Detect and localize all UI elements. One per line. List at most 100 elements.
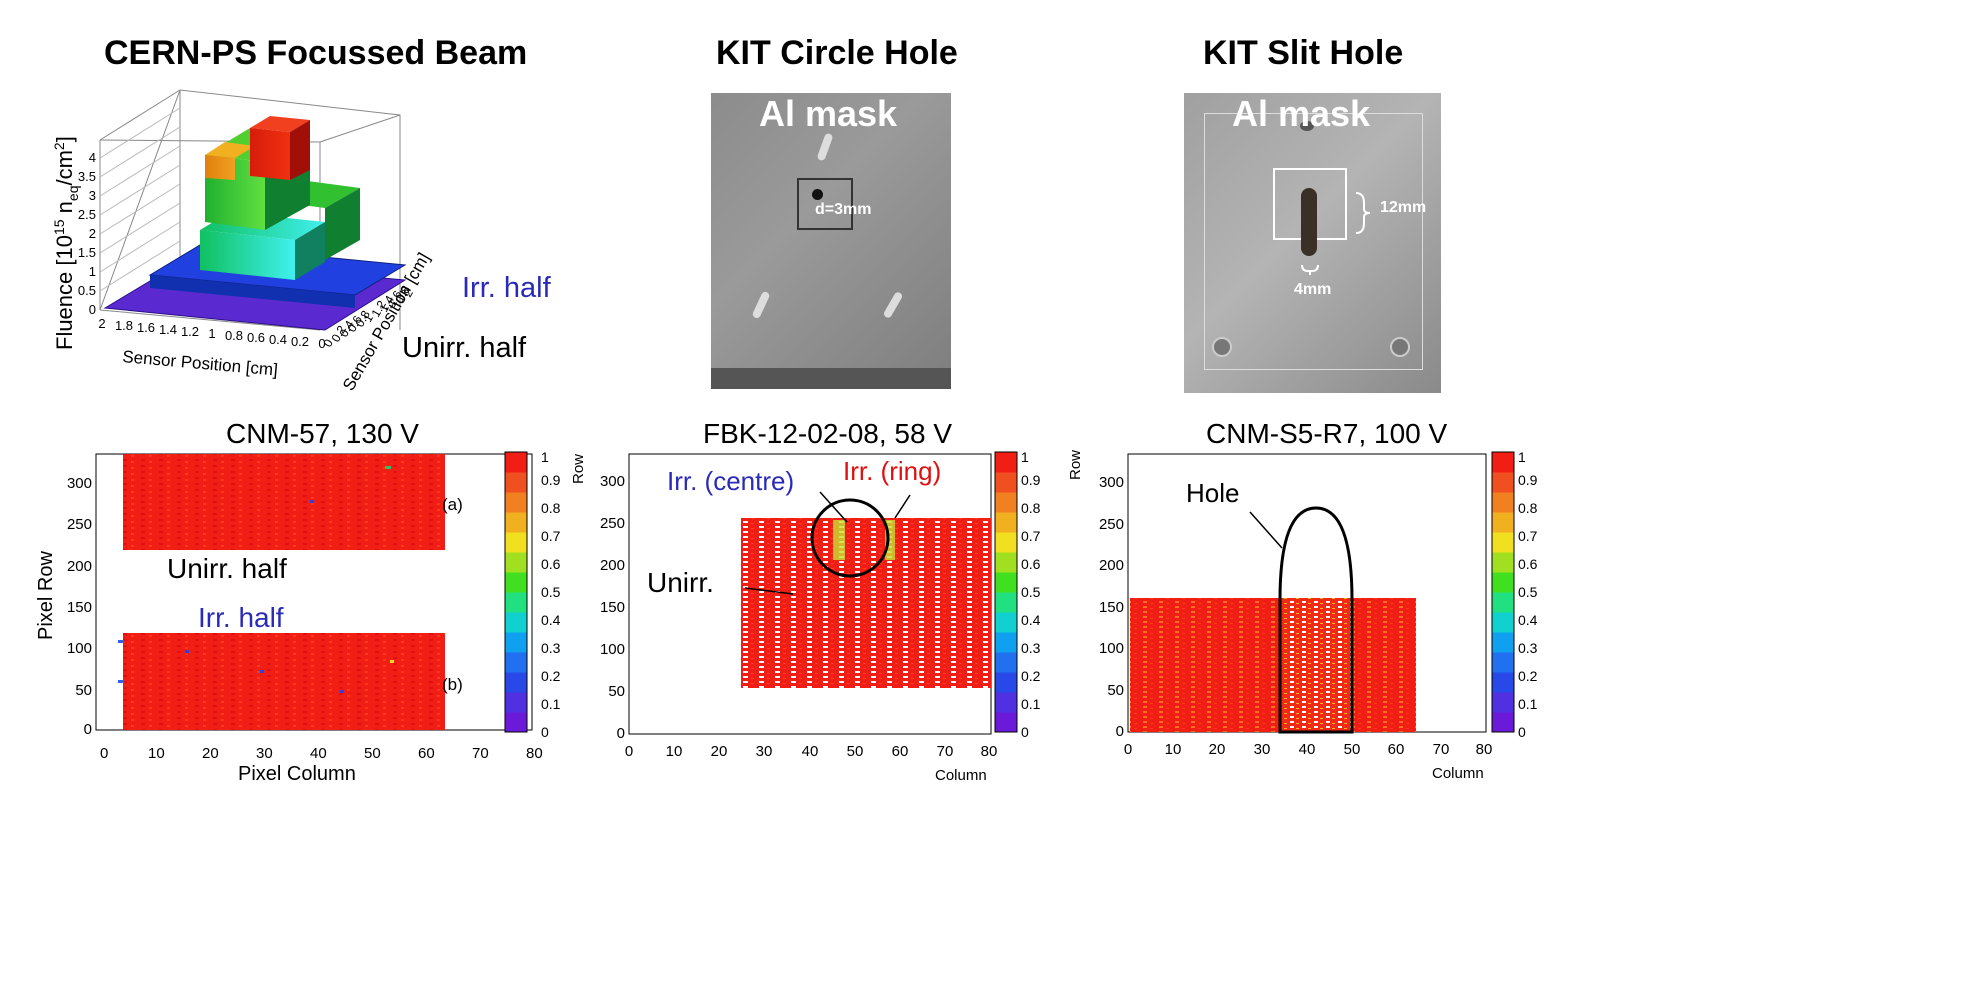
colorbar-1-tick: 0 bbox=[541, 724, 549, 740]
lego-z-tick: 2 bbox=[89, 226, 96, 241]
colorbar-step bbox=[1492, 472, 1514, 493]
lego-red-front bbox=[250, 128, 290, 180]
heatmap-2-x-tick: 50 bbox=[847, 743, 864, 760]
colorbar-step bbox=[1492, 592, 1514, 613]
colorbar-step bbox=[1492, 672, 1514, 693]
colorbar-2-tick: 1 bbox=[1021, 450, 1029, 465]
heatmap-1-y-tick: 250 bbox=[67, 516, 92, 533]
lego-z-ticks: 0 0.5 1 1.5 2 2.5 3 3.5 4 bbox=[78, 150, 96, 317]
lego-orange-top bbox=[205, 142, 255, 158]
colorbar-3-tick: 0.5 bbox=[1518, 584, 1538, 600]
heatmap-1-region-a bbox=[123, 454, 445, 550]
colorbar-3-tick: 0.7 bbox=[1518, 528, 1538, 544]
heatmap-3-arrow-hole bbox=[1249, 511, 1283, 549]
slit-h-brace bbox=[1355, 192, 1371, 234]
plot2-title: FBK-12-02-08, 58 V bbox=[703, 418, 953, 449]
heatmap-3-y-tick: 200 bbox=[1099, 557, 1124, 574]
slit-mask-border bbox=[1204, 113, 1423, 370]
colorbar-1-tick: 0.5 bbox=[541, 584, 561, 600]
heatmap-1-y-tick: 50 bbox=[75, 682, 92, 699]
colorbar-border bbox=[994, 451, 1018, 733]
lego-z-tick: 3 bbox=[89, 188, 96, 203]
heatmap-2-arrow-unirr bbox=[744, 587, 794, 595]
circle-mask-edge bbox=[711, 368, 951, 389]
lego-x-ticks: 2 1.8 1.6 1.4 1.2 1 0.8 0.6 0.4 0.2 0 bbox=[98, 316, 325, 351]
heatmap-3-x-label: Column bbox=[1432, 765, 1484, 782]
heatmap-1-y-tick: 100 bbox=[67, 640, 92, 657]
colorbar-step bbox=[995, 612, 1017, 633]
screw-icon bbox=[816, 132, 834, 162]
heatmap-3-y-tick: 0 bbox=[1116, 723, 1124, 740]
lego-cyan-front bbox=[200, 230, 295, 280]
colorbar-1-ticks: 0 0.1 0.2 0.3 0.4 0.5 0.6 0.7 0.8 0.9 1 bbox=[541, 450, 561, 740]
lego-cyan-side bbox=[295, 222, 325, 280]
colorbar-1: 0 0.1 0.2 0.3 0.4 0.5 0.6 0.7 0.8 0.9 1 bbox=[504, 450, 561, 740]
colorbar-3-tick: 0.9 bbox=[1518, 472, 1538, 488]
colorbar-3-tick: 0.8 bbox=[1518, 500, 1538, 516]
heatmap-1-x-tick: 0 bbox=[100, 745, 108, 762]
heatmap-3-y-ticks: 0 50 100 150 200 250 300 bbox=[1099, 474, 1124, 740]
speckle bbox=[340, 690, 344, 693]
heatmap-3-y-tick: 300 bbox=[1099, 474, 1124, 491]
colorbar-step bbox=[1492, 492, 1514, 513]
colorbar-2-tick: 0.7 bbox=[1021, 528, 1041, 544]
slit-h-label: 12mm bbox=[1380, 199, 1427, 216]
lego-z-tick: 2.5 bbox=[78, 207, 96, 222]
colorbar-step bbox=[995, 592, 1017, 613]
screw-icon bbox=[1212, 337, 1232, 357]
heatmap-3-x-tick: 60 bbox=[1388, 741, 1405, 758]
lego-z-tick: 1.5 bbox=[78, 245, 96, 260]
heatmap-1-annot-irr: Irr. half bbox=[198, 602, 284, 633]
plot1-title: CNM-57, 130 V bbox=[226, 418, 419, 449]
heatmap-1-x-tick: 40 bbox=[310, 745, 327, 762]
slit-w-brace bbox=[1301, 264, 1319, 275]
heatmap-2-annot-ring: Irr. (ring) bbox=[843, 456, 941, 486]
lego-x-tick: 1.2 bbox=[181, 324, 199, 339]
colorbar-step bbox=[1492, 532, 1514, 553]
speckle bbox=[185, 650, 189, 653]
heatmap-2-ring-left bbox=[833, 520, 845, 560]
heatmap-2-y-tick: 200 bbox=[600, 557, 625, 574]
screw-icon bbox=[1300, 121, 1314, 131]
speckle bbox=[118, 680, 124, 683]
heatmap-3: Hole 0 10 20 30 40 50 60 70 80 0 50 100 … bbox=[1067, 450, 1493, 782]
heatmap-2-sensor bbox=[741, 518, 991, 688]
heatmap-2-ring-right bbox=[885, 520, 895, 560]
heatmap-2-arrow-centre bbox=[819, 491, 848, 523]
heatmap-1-x-tick: 30 bbox=[256, 745, 273, 762]
lego-z-tick: 0.5 bbox=[78, 283, 96, 298]
slit-hole bbox=[1301, 188, 1317, 256]
lego-orange-front bbox=[205, 155, 235, 180]
heatmap-1-y-tick: 150 bbox=[67, 599, 92, 616]
lego-x-tick: 1 bbox=[208, 326, 215, 341]
screw-icon bbox=[1390, 337, 1410, 357]
heatmap-2-annot-centre: Irr. (centre) bbox=[667, 466, 794, 496]
colorbar-1-tick: 0.2 bbox=[541, 668, 561, 684]
heatmap-2-y-tick: 150 bbox=[600, 599, 625, 616]
colorbar-step bbox=[1492, 632, 1514, 653]
heatmap-3-x-tick: 80 bbox=[1476, 741, 1493, 758]
colorbar-1-tick: 0.3 bbox=[541, 640, 561, 656]
heatmap-2-x-ticks: 0 10 20 30 40 50 60 70 80 bbox=[625, 743, 998, 760]
heatmap-3-x-tick: 50 bbox=[1344, 741, 1361, 758]
colorbar-2-tick: 0.4 bbox=[1021, 612, 1041, 628]
lego-x-tick: 1.8 bbox=[115, 318, 133, 333]
heatmap-3-hole-outline bbox=[1278, 506, 1354, 734]
lego-plot: 0 0.5 1 1.5 2 2.5 3 3.5 4 Fluence [1015 … bbox=[51, 89, 433, 394]
heatmap-2-y-tick: 0 bbox=[617, 725, 625, 742]
colorbar-step bbox=[505, 512, 527, 533]
colorbar-step bbox=[505, 592, 527, 613]
colorbar-step bbox=[505, 552, 527, 573]
slit-mask-photo: Al mask 12mm 4mm bbox=[1184, 93, 1441, 393]
lego-grid bbox=[99, 107, 181, 292]
lego-z-tick: 3.5 bbox=[78, 169, 96, 184]
colorbar-2-steps bbox=[994, 451, 1018, 733]
heatmap-1-x-label: Pixel Column bbox=[238, 763, 356, 785]
heatmap-1-annot-b: (b) bbox=[442, 675, 463, 694]
colorbar-step bbox=[1492, 552, 1514, 573]
colorbar-1-tick: 0.6 bbox=[541, 556, 561, 572]
circle-hole-frame bbox=[797, 178, 853, 230]
speckle bbox=[390, 660, 394, 663]
colorbar-step bbox=[995, 712, 1017, 733]
heatmap-3-x-tick: 0 bbox=[1124, 741, 1132, 758]
